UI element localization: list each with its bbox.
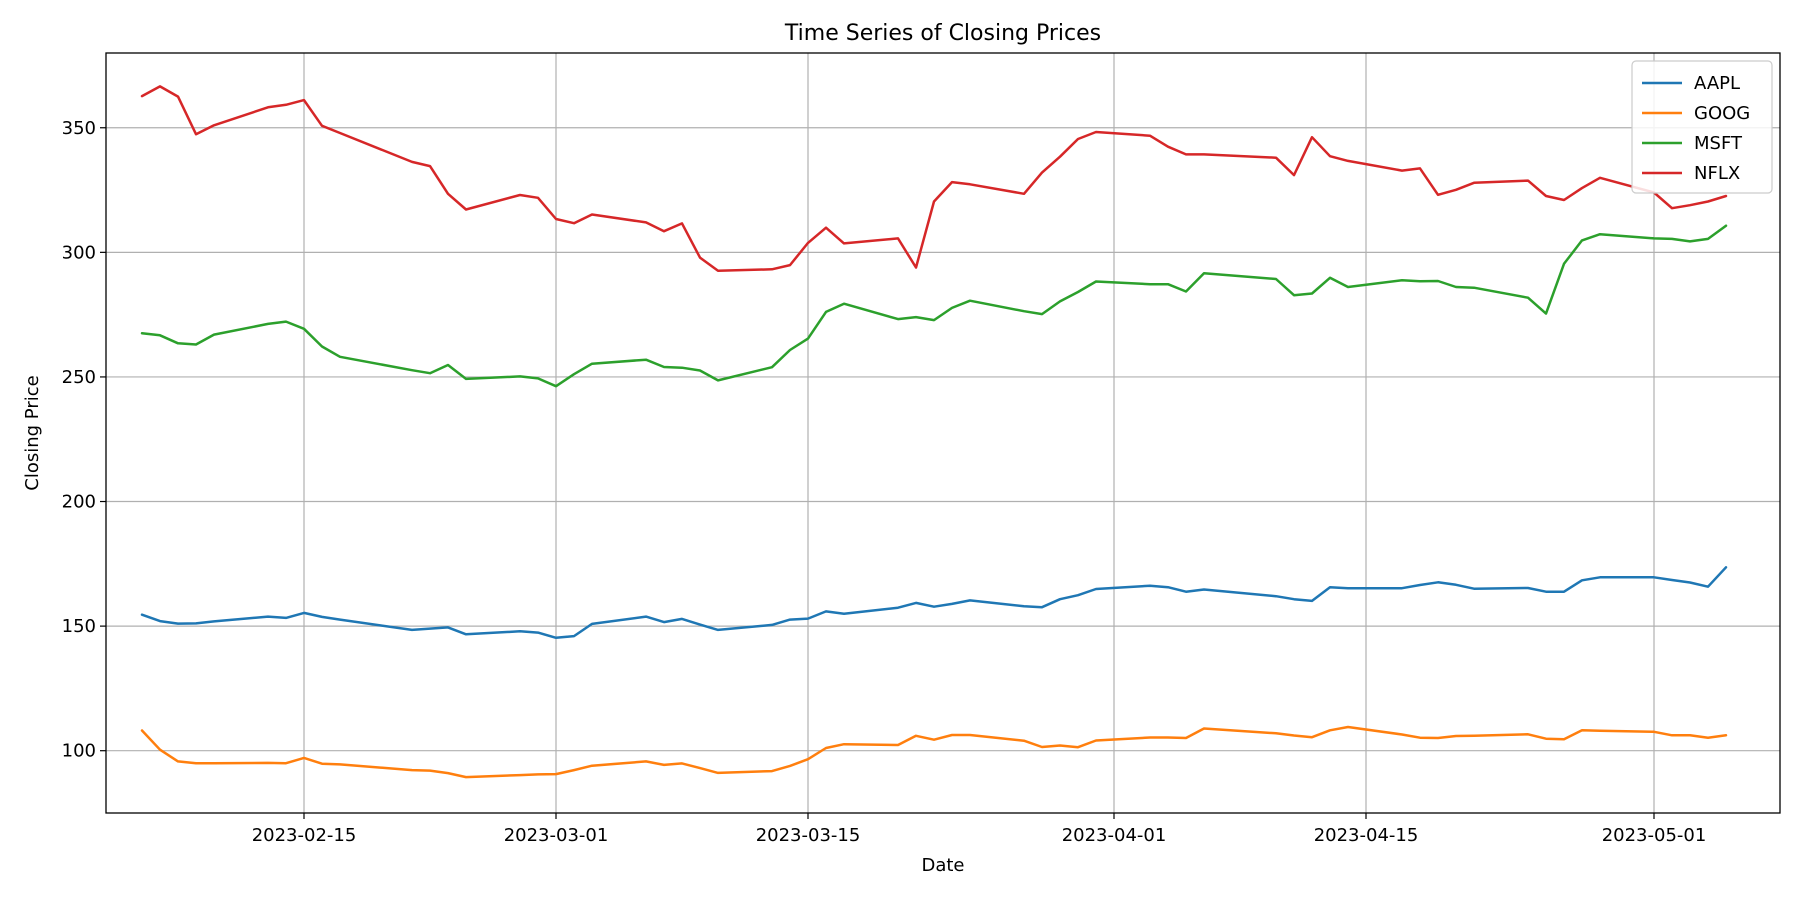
- tick-layer: 100 150 200 250 300 350 2023-02-15 2023-03-01 20…: [62, 118, 1707, 846]
- grid-layer: [106, 53, 1780, 813]
- legend-label-msft: MSFT: [1694, 133, 1743, 154]
- y-tick-label: 150: [62, 616, 96, 637]
- x-tick-label: 2023-03-01: [504, 825, 609, 846]
- x-tick-label: 2023-04-01: [1062, 825, 1167, 846]
- y-axis-label: Closing Price: [22, 375, 43, 490]
- plot-frame: [105, 52, 1781, 814]
- series-line-msft: [140, 224, 1728, 388]
- series-layer: [140, 85, 1728, 779]
- legend-label-goog: GOOG: [1694, 103, 1750, 124]
- x-tick-label: 2023-05-01: [1602, 825, 1707, 846]
- y-tick-label: 300: [62, 242, 96, 263]
- series-line-aapl: [140, 566, 1728, 640]
- y-tick-label: 100: [62, 741, 96, 762]
- series-line-goog: [140, 725, 1728, 779]
- y-tick-label: 250: [62, 367, 96, 388]
- legend-label-aapl: AAPL: [1694, 73, 1740, 94]
- y-tick-label: 350: [62, 118, 96, 139]
- x-tick-label: 2023-03-15: [756, 825, 861, 846]
- legend: AAPL GOOG MSFT NFLX: [1631, 60, 1773, 194]
- series-line-nflx: [140, 85, 1728, 273]
- x-axis-label: Date: [921, 855, 964, 876]
- y-tick-label: 200: [62, 492, 96, 513]
- legend-label-nflx: NFLX: [1694, 163, 1740, 184]
- legend-box: [1631, 60, 1773, 194]
- x-tick-label: 2023-02-15: [252, 825, 357, 846]
- chart-title: Time Series of Closing Prices: [784, 21, 1101, 46]
- x-tick-label: 2023-04-15: [1314, 825, 1419, 846]
